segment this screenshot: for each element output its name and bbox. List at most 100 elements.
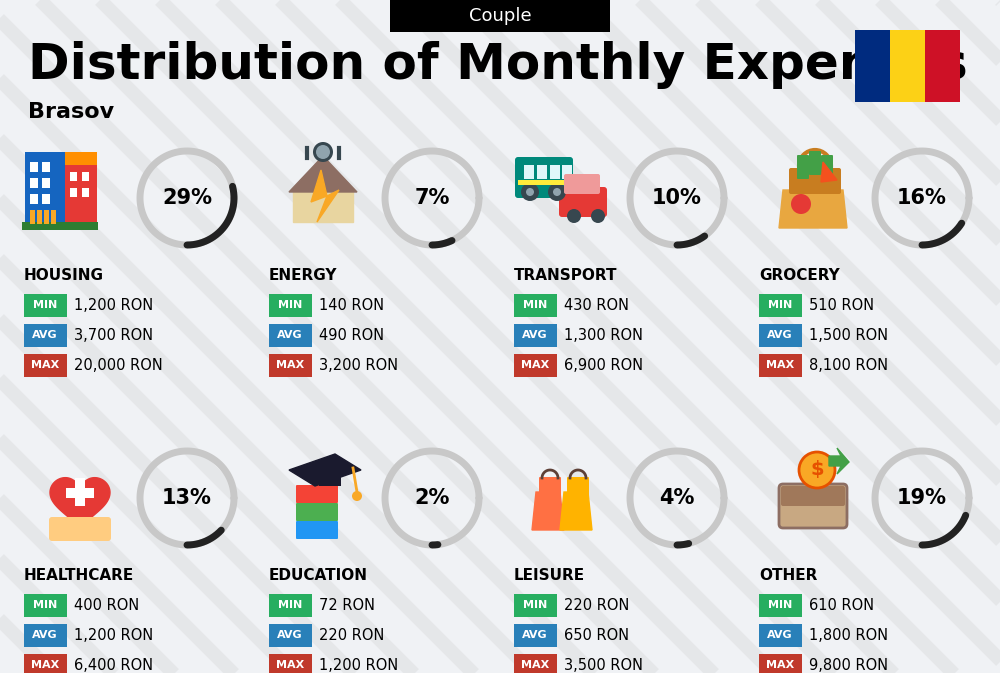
Text: HEALTHCARE: HEALTHCARE xyxy=(24,568,134,583)
FancyBboxPatch shape xyxy=(779,484,847,528)
FancyBboxPatch shape xyxy=(66,488,94,498)
Text: AVG: AVG xyxy=(522,630,548,640)
Text: 13%: 13% xyxy=(162,488,212,508)
FancyBboxPatch shape xyxy=(51,210,56,224)
Text: 3,200 RON: 3,200 RON xyxy=(319,357,398,372)
Text: MAX: MAX xyxy=(766,660,794,670)
FancyBboxPatch shape xyxy=(44,210,49,224)
FancyBboxPatch shape xyxy=(24,594,66,616)
Circle shape xyxy=(553,188,561,196)
FancyBboxPatch shape xyxy=(268,353,312,376)
FancyBboxPatch shape xyxy=(70,188,77,197)
Polygon shape xyxy=(779,190,847,228)
FancyBboxPatch shape xyxy=(797,155,809,179)
Text: 6,900 RON: 6,900 RON xyxy=(564,357,643,372)
FancyBboxPatch shape xyxy=(24,653,66,673)
FancyBboxPatch shape xyxy=(559,187,607,217)
Circle shape xyxy=(799,452,835,488)
Text: MIN: MIN xyxy=(278,300,302,310)
Text: HOUSING: HOUSING xyxy=(24,268,104,283)
FancyBboxPatch shape xyxy=(30,210,35,224)
Text: Brasov: Brasov xyxy=(28,102,114,122)
Text: AVG: AVG xyxy=(767,330,793,340)
Text: MAX: MAX xyxy=(766,360,794,370)
FancyBboxPatch shape xyxy=(539,477,561,495)
Text: AVG: AVG xyxy=(767,630,793,640)
Circle shape xyxy=(316,145,330,159)
FancyBboxPatch shape xyxy=(567,477,589,495)
FancyBboxPatch shape xyxy=(296,503,338,521)
FancyBboxPatch shape xyxy=(759,623,802,647)
Text: AVG: AVG xyxy=(32,330,58,340)
FancyBboxPatch shape xyxy=(564,174,600,194)
Polygon shape xyxy=(50,478,110,532)
Text: AVG: AVG xyxy=(277,330,303,340)
Text: TRANSPORT: TRANSPORT xyxy=(514,268,618,283)
FancyBboxPatch shape xyxy=(515,157,573,198)
Text: MAX: MAX xyxy=(31,360,59,370)
FancyBboxPatch shape xyxy=(49,517,111,541)
FancyBboxPatch shape xyxy=(925,30,960,102)
Text: 10%: 10% xyxy=(652,188,702,208)
Text: AVG: AVG xyxy=(277,630,303,640)
FancyBboxPatch shape xyxy=(268,623,312,647)
FancyBboxPatch shape xyxy=(37,210,42,224)
FancyBboxPatch shape xyxy=(514,623,556,647)
FancyBboxPatch shape xyxy=(821,155,833,179)
FancyBboxPatch shape xyxy=(75,478,85,506)
FancyBboxPatch shape xyxy=(319,470,341,486)
Text: 400 RON: 400 RON xyxy=(74,598,139,612)
Text: 19%: 19% xyxy=(897,488,947,508)
Text: Couple: Couple xyxy=(469,7,531,25)
FancyBboxPatch shape xyxy=(759,293,802,316)
FancyBboxPatch shape xyxy=(537,165,547,179)
FancyBboxPatch shape xyxy=(22,222,98,230)
Text: 29%: 29% xyxy=(162,188,212,208)
FancyBboxPatch shape xyxy=(759,594,802,616)
FancyBboxPatch shape xyxy=(789,168,841,194)
FancyBboxPatch shape xyxy=(30,162,38,172)
Text: 7%: 7% xyxy=(414,188,450,208)
Text: $: $ xyxy=(810,460,824,479)
Text: 20,000 RON: 20,000 RON xyxy=(74,357,163,372)
FancyBboxPatch shape xyxy=(518,180,570,185)
FancyBboxPatch shape xyxy=(809,151,821,175)
Text: 430 RON: 430 RON xyxy=(564,297,629,312)
FancyBboxPatch shape xyxy=(514,594,556,616)
Text: 9,800 RON: 9,800 RON xyxy=(809,658,888,672)
Text: 6,400 RON: 6,400 RON xyxy=(74,658,153,672)
Circle shape xyxy=(791,194,811,214)
Circle shape xyxy=(521,183,539,201)
FancyBboxPatch shape xyxy=(855,30,890,102)
FancyBboxPatch shape xyxy=(550,165,560,179)
FancyBboxPatch shape xyxy=(24,293,66,316)
Text: 220 RON: 220 RON xyxy=(319,627,384,643)
Text: 2%: 2% xyxy=(414,488,450,508)
FancyBboxPatch shape xyxy=(24,324,66,347)
Circle shape xyxy=(548,183,566,201)
Text: MAX: MAX xyxy=(31,660,59,670)
Polygon shape xyxy=(532,492,564,530)
FancyBboxPatch shape xyxy=(759,653,802,673)
Text: MIN: MIN xyxy=(768,600,792,610)
Text: OTHER: OTHER xyxy=(759,568,817,583)
Text: 4%: 4% xyxy=(659,488,695,508)
FancyBboxPatch shape xyxy=(24,353,66,376)
Text: GROCERY: GROCERY xyxy=(759,268,840,283)
Text: 1,800 RON: 1,800 RON xyxy=(809,627,888,643)
FancyBboxPatch shape xyxy=(42,178,50,188)
FancyBboxPatch shape xyxy=(42,162,50,172)
Polygon shape xyxy=(311,170,339,222)
FancyBboxPatch shape xyxy=(296,521,338,539)
Text: 16%: 16% xyxy=(897,188,947,208)
Text: MIN: MIN xyxy=(33,600,57,610)
FancyBboxPatch shape xyxy=(781,486,845,506)
Circle shape xyxy=(526,188,534,196)
Text: AVG: AVG xyxy=(522,330,548,340)
FancyBboxPatch shape xyxy=(524,165,534,179)
Polygon shape xyxy=(289,156,357,192)
Circle shape xyxy=(313,142,333,162)
FancyBboxPatch shape xyxy=(268,653,312,673)
FancyBboxPatch shape xyxy=(562,165,572,179)
FancyBboxPatch shape xyxy=(268,594,312,616)
